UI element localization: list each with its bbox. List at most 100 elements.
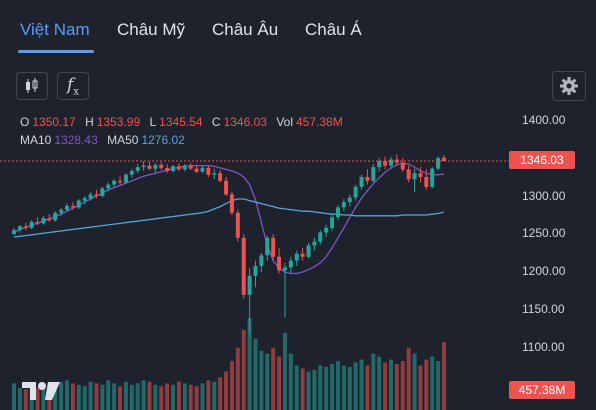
volume-bar [94,383,99,410]
last-volume-tag: 457.38M [509,381,575,399]
tab-chau-a[interactable]: Châu Á [305,20,362,39]
volume-bar [400,361,405,410]
tradingview-logo [22,382,60,400]
volume-bar [153,384,158,410]
candle-body [65,205,70,210]
volume-bar [194,386,199,410]
candle-body [424,177,429,187]
volume-bar [147,381,152,410]
volume-bar [277,356,282,410]
volume-bar [371,353,376,410]
last-price-tag: 1346.03 [509,151,575,169]
volume-bar [159,386,164,410]
volume-bar [430,356,435,410]
high-label: H [85,115,94,129]
volume-bar [330,364,335,410]
candle-body [153,164,158,169]
candle-body [436,158,441,169]
candle-body [194,168,199,172]
ma50-value: 1276.02 [141,133,185,147]
volume-bar [59,381,64,410]
candle-body [377,161,382,168]
volume-label: Vol [276,115,293,129]
tab-chau-au[interactable]: Châu Âu [212,20,279,39]
volume-bar [306,371,311,410]
function-icon-sub: x [73,86,79,98]
volume-bar [12,383,16,410]
candle-body [212,173,217,175]
volume-bar [118,386,123,410]
settings-button[interactable] [552,71,586,101]
volume-bar [106,380,111,410]
volume-bar [212,381,217,410]
y-tick-1300: 1300.00 [522,189,566,203]
candle-body [76,200,81,208]
ma10-line [13,162,445,275]
candle-body [188,165,193,169]
volume-bar [65,380,70,410]
candle-body [418,173,423,177]
ma50-line [13,198,445,238]
candle-body [200,167,205,172]
ohlc-legend: O 1350.17 H 1353.99 L 1345.54 C 1346.03 Vol 4… [20,115,349,129]
volume-bar [394,364,399,410]
candle-body [129,170,134,175]
candle-body [53,212,58,221]
candle-body [82,198,87,201]
volume-bar [129,384,134,410]
volume-bar [224,371,229,410]
gear-icon [560,77,578,95]
volume-bar [347,366,352,410]
candle-body [347,197,352,203]
candle-body [341,202,346,208]
y-tick-1400: 1400.00 [522,113,566,127]
candle-body [235,212,240,238]
volume-bar [247,318,252,410]
volume-bar [70,383,75,410]
volume-bar [182,383,187,410]
y-tick-1150: 1150.00 [522,302,565,316]
candle-body [265,237,270,256]
volume-bar [35,387,40,410]
candle-body [182,165,187,170]
chart-type-button[interactable] [16,72,48,100]
candle-body [277,256,282,271]
volume-bar [82,386,87,410]
volume-bar [288,353,293,410]
candle-body [100,188,105,196]
volume-value: 457.38M [296,115,343,129]
candle-body [94,194,99,196]
candle-body [17,226,22,231]
candle-body [218,173,223,181]
tab-viet-nam[interactable]: Việt Nam [20,20,90,39]
volume-bar [188,384,193,410]
volume-bar [312,369,317,410]
volume-bar [442,342,446,410]
candle-body [135,167,140,171]
volume-bar [41,384,46,410]
candle-body [35,221,40,224]
low-label: L [149,115,157,129]
volume-bar [271,347,276,410]
volume-bar [282,332,287,410]
candle-body [335,207,340,218]
volume-bar [412,353,417,410]
candle-body [318,232,323,242]
close-value: 1346.03 [223,115,267,129]
volume-bar [171,384,176,410]
candle-body [165,167,170,171]
indicators-button[interactable]: fx [57,72,89,100]
candle-body [371,167,376,181]
volume-bar [300,368,305,410]
candle-body [112,180,117,185]
tab-chau-my[interactable]: Châu Mỹ [117,20,186,39]
candle-body [259,255,264,266]
volume-bar [176,381,181,410]
candle-body [224,180,229,195]
candle-body [430,168,435,187]
low-value: 1345.54 [159,115,203,129]
candle-body [330,217,335,228]
volume-bar [141,380,146,410]
candle-body [59,209,64,213]
